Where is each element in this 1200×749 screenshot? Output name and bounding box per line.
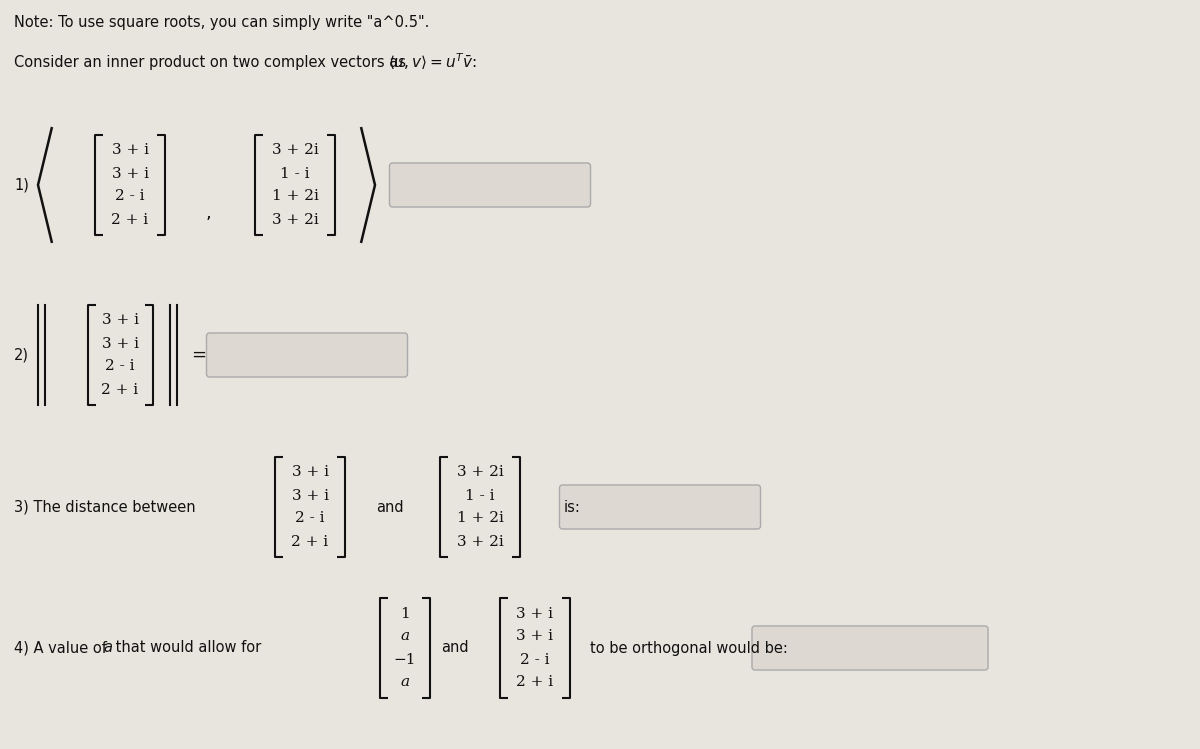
Text: 2 + i: 2 + i [102,383,138,396]
Text: 3 + i: 3 + i [102,336,138,351]
Text: 4) A value of: 4) A value of [14,640,112,655]
Text: 1 + 2i: 1 + 2i [271,189,318,204]
Text: 3 + i: 3 + i [292,488,329,503]
Text: =: = [192,346,206,364]
Text: 3 + i: 3 + i [112,144,149,157]
Text: 2 + i: 2 + i [516,676,553,690]
Text: 2): 2) [14,348,29,363]
Text: 3 + 2i: 3 + 2i [271,213,318,226]
Text: 2 - i: 2 - i [115,189,145,204]
Text: 2 + i: 2 + i [112,213,149,226]
Text: $\langle u, v \rangle = u^T\bar{v}$:: $\langle u, v \rangle = u^T\bar{v}$: [388,52,476,73]
Text: −1: −1 [394,652,416,667]
Text: that would allow for: that would allow for [112,640,262,655]
Text: 1): 1) [14,178,29,192]
Text: ,: , [205,204,211,222]
Text: Note: To use square roots, you can simply write "a^0.5".: Note: To use square roots, you can simpl… [14,14,430,29]
Text: 3 + i: 3 + i [102,314,138,327]
Text: 3 + i: 3 + i [516,607,553,620]
Text: 1 + 2i: 1 + 2i [456,512,504,526]
FancyBboxPatch shape [559,485,761,529]
Text: 3 + i: 3 + i [516,629,553,643]
Text: 2 + i: 2 + i [292,535,329,548]
Text: a: a [401,629,409,643]
Text: 2 - i: 2 - i [295,512,325,526]
Text: 3 + 2i: 3 + 2i [457,465,503,479]
Text: 3 + i: 3 + i [112,166,149,181]
FancyBboxPatch shape [752,626,988,670]
Text: is:: is: [564,500,581,515]
Text: and: and [442,640,469,655]
Text: 2 - i: 2 - i [106,360,134,374]
Text: 1: 1 [400,607,410,620]
Text: a: a [401,676,409,690]
Text: to be orthogonal would be:: to be orthogonal would be: [590,640,788,655]
Text: 3 + 2i: 3 + 2i [457,535,503,548]
Text: 3 + i: 3 + i [292,465,329,479]
FancyBboxPatch shape [206,333,408,377]
Text: and: and [376,500,404,515]
Text: 3) The distance between: 3) The distance between [14,500,196,515]
Text: 1 - i: 1 - i [281,166,310,181]
Text: 2 - i: 2 - i [521,652,550,667]
Text: a: a [103,640,112,655]
Text: Consider an inner product on two complex vectors as: Consider an inner product on two complex… [14,55,410,70]
Text: 3 + 2i: 3 + 2i [271,144,318,157]
Text: 1 - i: 1 - i [466,488,494,503]
FancyBboxPatch shape [390,163,590,207]
